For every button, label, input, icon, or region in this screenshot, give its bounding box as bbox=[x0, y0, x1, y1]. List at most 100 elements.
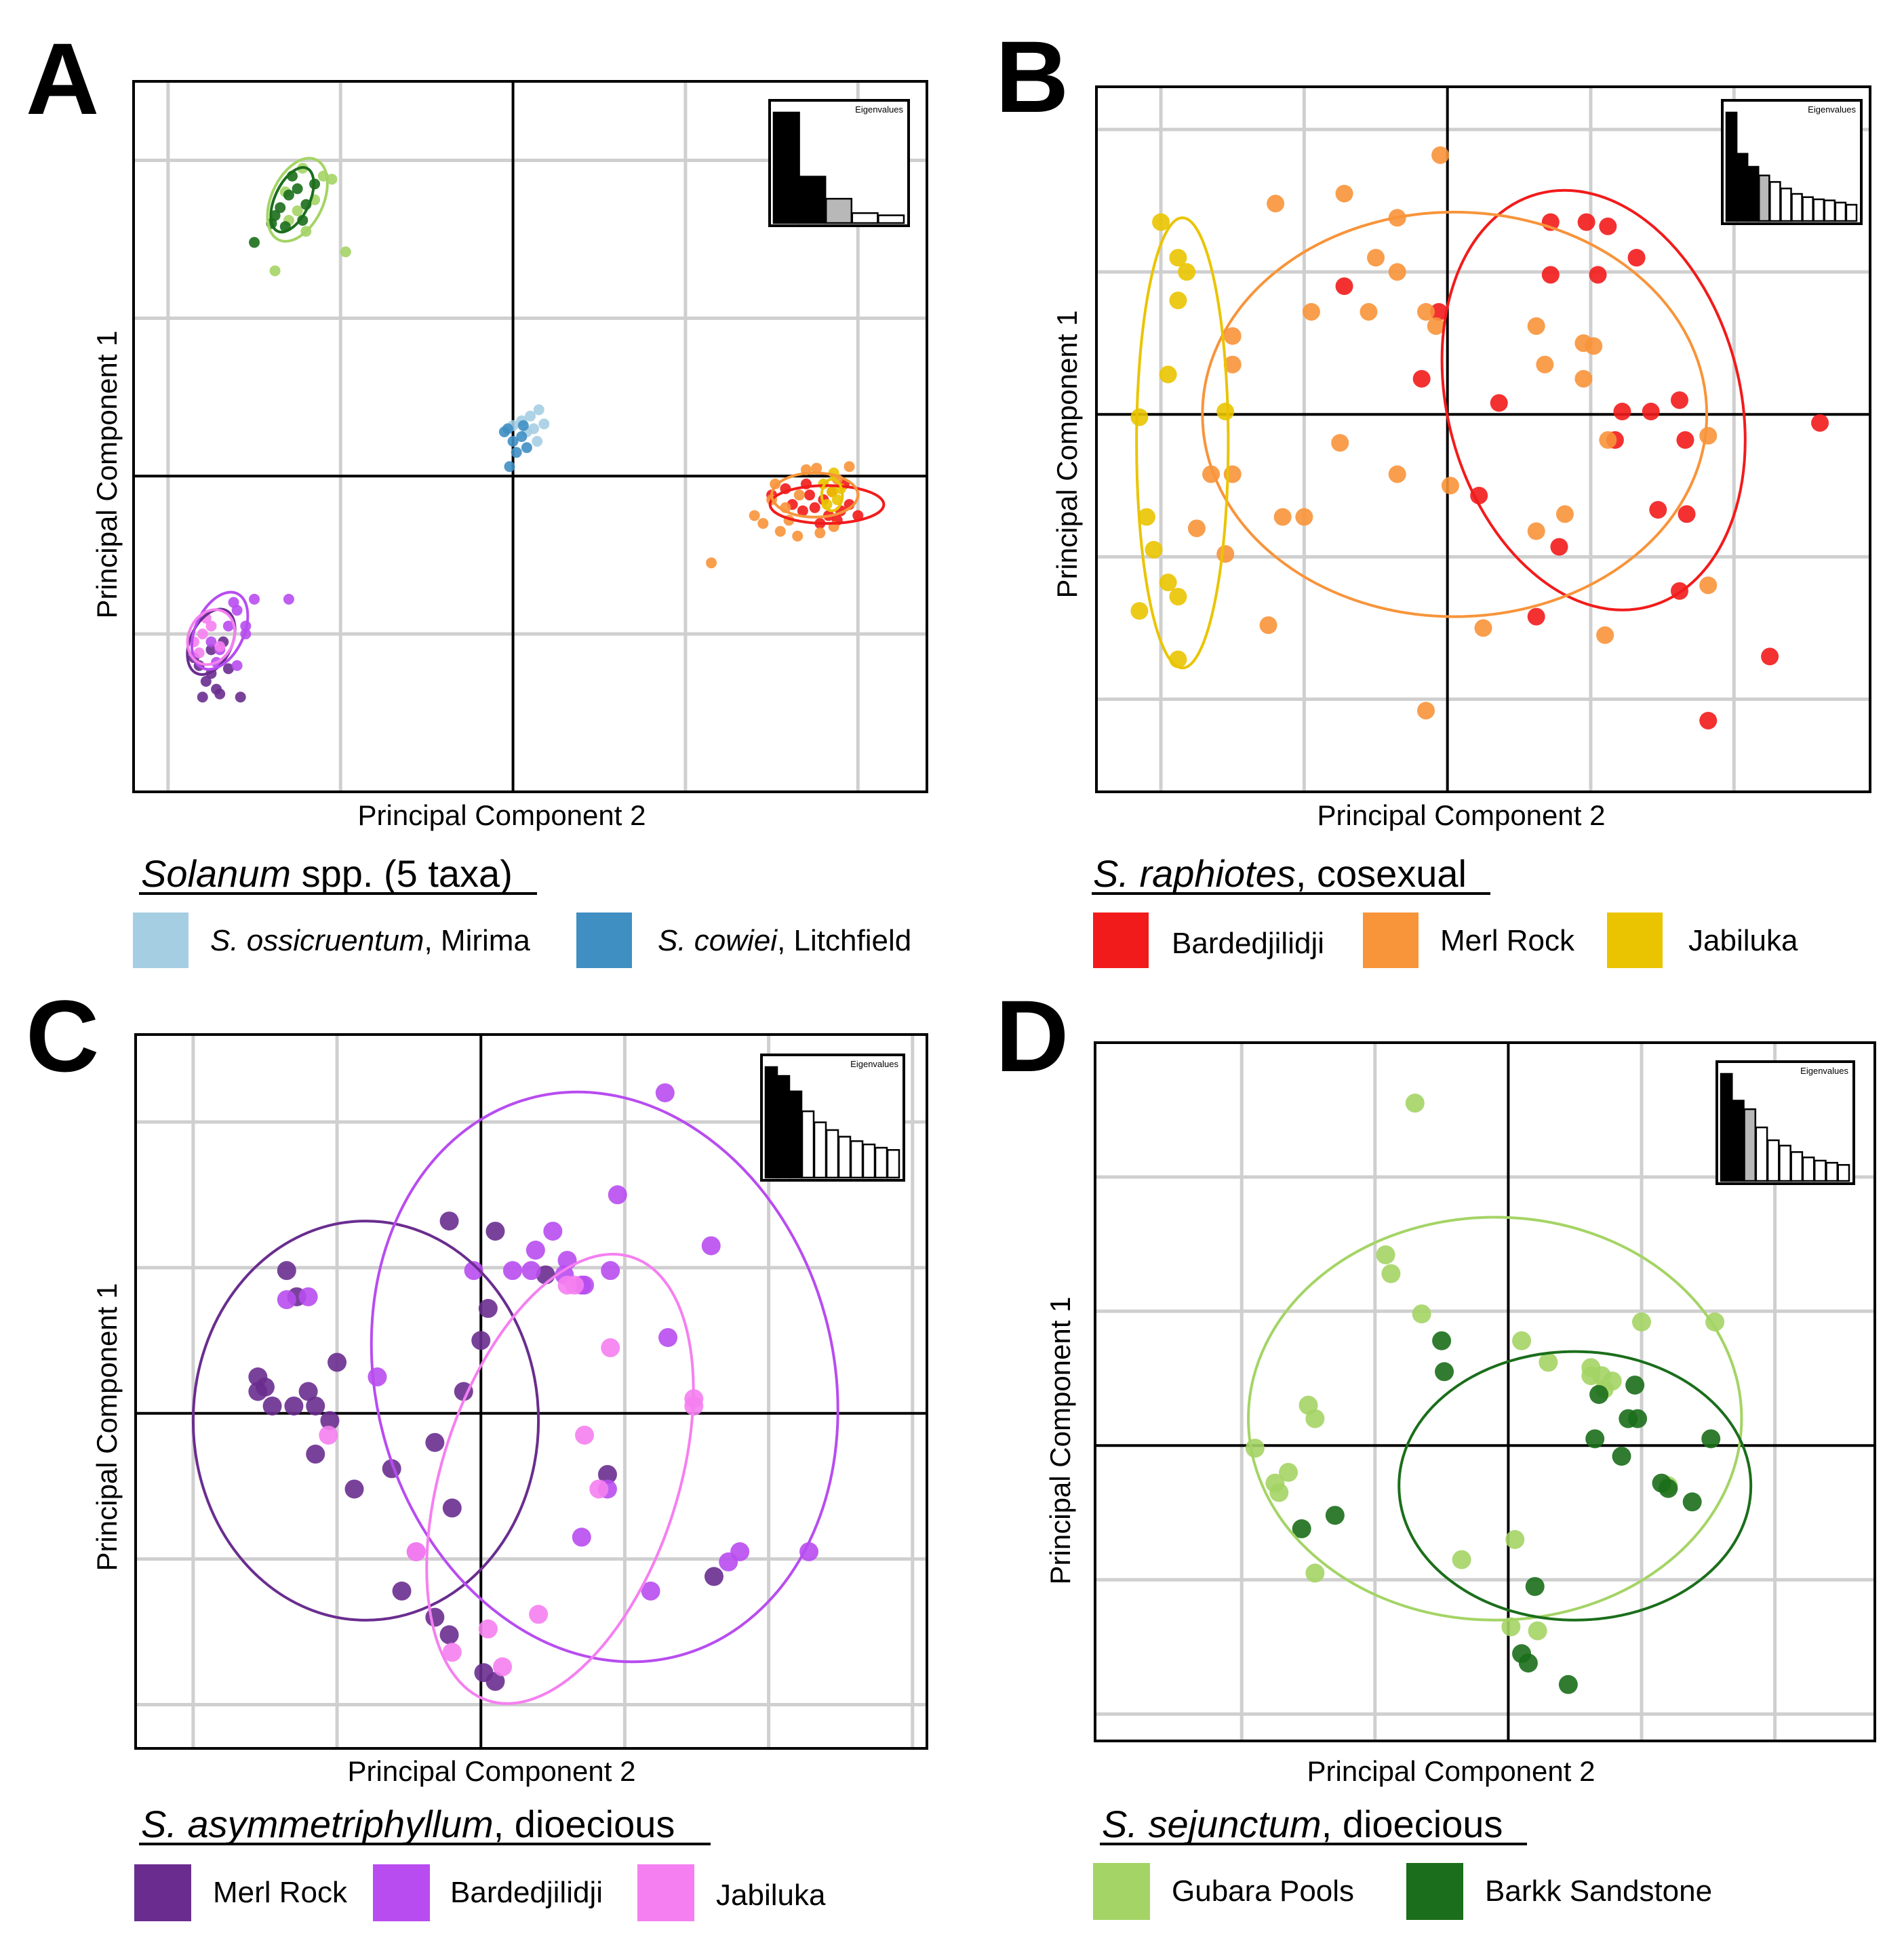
eigen-bar-b-9 bbox=[1823, 199, 1836, 222]
point-b-0-10 bbox=[1613, 403, 1631, 421]
point-c-0-27 bbox=[597, 1464, 617, 1484]
point-d-0-15 bbox=[1279, 1462, 1298, 1482]
point-b-2-6 bbox=[1130, 408, 1149, 426]
point-a-3-1 bbox=[525, 410, 536, 422]
eigen-bar-b-1 bbox=[1736, 153, 1749, 222]
point-b-1-33 bbox=[1699, 576, 1718, 595]
y-axis-label-c: Principal Component 1 bbox=[91, 1283, 123, 1571]
point-b-1-14 bbox=[1302, 302, 1320, 321]
point-a-6-3 bbox=[283, 189, 294, 201]
point-a-5-7 bbox=[326, 174, 338, 185]
point-a-9-5 bbox=[200, 612, 212, 624]
point-c-0-3 bbox=[298, 1382, 318, 1401]
legend-label-a-0: S. ossicruentum, Mirima bbox=[210, 924, 530, 957]
ellipse-b-1 bbox=[1201, 210, 1709, 618]
legend-item-a-1: S. cowiei, Litchfield bbox=[576, 913, 911, 968]
point-a-4-3 bbox=[511, 447, 522, 458]
point-d-0-0 bbox=[1405, 1094, 1425, 1113]
point-b-0-9 bbox=[1490, 394, 1508, 412]
point-d-1-12 bbox=[1292, 1519, 1311, 1539]
point-d-0-24 bbox=[1581, 1358, 1601, 1378]
point-d-1-10 bbox=[1682, 1492, 1702, 1512]
point-c-2-1 bbox=[565, 1275, 584, 1295]
x-axis-label-d: Principal Component 2 bbox=[1307, 1755, 1595, 1787]
point-b-1-32 bbox=[1596, 626, 1614, 644]
point-d-0-21 bbox=[1501, 1617, 1521, 1637]
point-d-1-17 bbox=[1558, 1675, 1578, 1694]
point-c-2-12 bbox=[406, 1542, 426, 1561]
point-b-1-8 bbox=[1267, 195, 1285, 213]
point-a-1-1 bbox=[749, 510, 760, 521]
legend-a: S. ossicruentum, Mirima S. cowiei, Litch… bbox=[133, 913, 911, 968]
eigen-bar-c-5 bbox=[825, 1129, 839, 1179]
point-b-1-21 bbox=[1474, 619, 1492, 637]
legend-item-b-0: Bardedjilidji bbox=[1093, 913, 1324, 968]
legend-swatch-b-1 bbox=[1363, 913, 1419, 968]
eigen-bar-b-8 bbox=[1812, 198, 1825, 222]
legend-label-rest-a-0: , Mirima bbox=[424, 924, 530, 957]
legend-label-b-1: Merl Rock bbox=[1440, 924, 1575, 957]
point-d-0-3 bbox=[1412, 1304, 1431, 1324]
point-a-0-9 bbox=[852, 510, 864, 521]
point-c-0-0 bbox=[277, 1261, 296, 1281]
point-c-1-15 bbox=[799, 1542, 819, 1561]
point-c-1-16 bbox=[641, 1581, 660, 1601]
eigen-bar-b-3 bbox=[1758, 174, 1770, 222]
point-c-2-8 bbox=[478, 1619, 498, 1639]
legend-label-italic-a-1: S. cowiei bbox=[658, 924, 778, 957]
point-b-0-23 bbox=[1811, 414, 1829, 432]
point-d-1-2 bbox=[1589, 1384, 1609, 1404]
legend-label-a-1: S. cowiei, Litchfield bbox=[658, 924, 911, 957]
ellipse-a-5 bbox=[266, 157, 329, 243]
y-axis-label-d: Principal Component 1 bbox=[1044, 1297, 1076, 1585]
point-b-1-23 bbox=[1527, 317, 1545, 335]
point-a-0-4 bbox=[809, 502, 820, 513]
point-a-7-1 bbox=[200, 675, 212, 687]
point-b-2-8 bbox=[1145, 540, 1163, 559]
point-c-1-7 bbox=[502, 1261, 522, 1281]
point-a-6-4 bbox=[292, 183, 303, 195]
point-b-1-15 bbox=[1360, 302, 1378, 321]
eigen-bar-b-0 bbox=[1725, 111, 1738, 222]
point-c-1-0 bbox=[655, 1083, 675, 1102]
eigenvalue-inset-a: Eigenvalues bbox=[768, 99, 910, 227]
eigen-bar-b-10 bbox=[1834, 201, 1847, 222]
point-b-0-5 bbox=[1599, 217, 1617, 235]
eigen-bar-c-8 bbox=[862, 1143, 876, 1179]
point-c-2-9 bbox=[442, 1643, 462, 1662]
legend-d: Gubara Pools Barkk Sandstone bbox=[1093, 1863, 1712, 1920]
point-b-1-26 bbox=[1574, 369, 1593, 388]
point-a-1-14 bbox=[811, 462, 822, 474]
eigen-bar-d-1 bbox=[1732, 1100, 1745, 1182]
eigen-bar-c-4 bbox=[813, 1121, 827, 1179]
eigen-bar-c-10 bbox=[886, 1149, 900, 1179]
point-d-0-2 bbox=[1381, 1264, 1401, 1283]
point-a-9-3 bbox=[214, 641, 226, 652]
point-c-1-10 bbox=[701, 1236, 721, 1256]
legend-item-b-2: Jabiluka bbox=[1607, 913, 1798, 968]
point-a-7-7 bbox=[222, 663, 234, 675]
point-a-6-10 bbox=[297, 214, 309, 226]
legend-label-italic-a-0: S. ossicruentum bbox=[210, 924, 424, 957]
panel-c: C Eigenvalues Principal Component 2 Prin… bbox=[26, 979, 928, 1921]
point-a-6-0 bbox=[249, 237, 260, 248]
point-a-1-12 bbox=[793, 489, 805, 501]
ellipse-a-2 bbox=[820, 477, 844, 513]
point-a-7-6 bbox=[214, 688, 226, 700]
point-a-8-6 bbox=[228, 597, 239, 608]
point-d-0-5 bbox=[1539, 1352, 1558, 1372]
title-rest-c: , dioecious bbox=[494, 1803, 675, 1845]
legend-swatch-c-0 bbox=[134, 1864, 191, 1921]
point-b-2-0 bbox=[1152, 213, 1170, 231]
ellipse-d-1 bbox=[1397, 1350, 1753, 1622]
point-d-0-22 bbox=[1528, 1621, 1547, 1641]
point-b-1-12 bbox=[1367, 249, 1385, 267]
ellipse-b-2 bbox=[1135, 216, 1230, 670]
y-axis-label-a: Principal Component 1 bbox=[91, 331, 123, 619]
point-b-2-1 bbox=[1169, 249, 1187, 267]
point-b-0-12 bbox=[1670, 391, 1688, 409]
eigenvalue-inset-b: Eigenvalues bbox=[1721, 99, 1863, 225]
ellipse-b-0 bbox=[1440, 188, 1747, 611]
panel-title-c: S. asymmetriphyllum, dioecious bbox=[141, 1803, 675, 1845]
title-italic-c: S. asymmetriphyllum bbox=[141, 1803, 494, 1845]
